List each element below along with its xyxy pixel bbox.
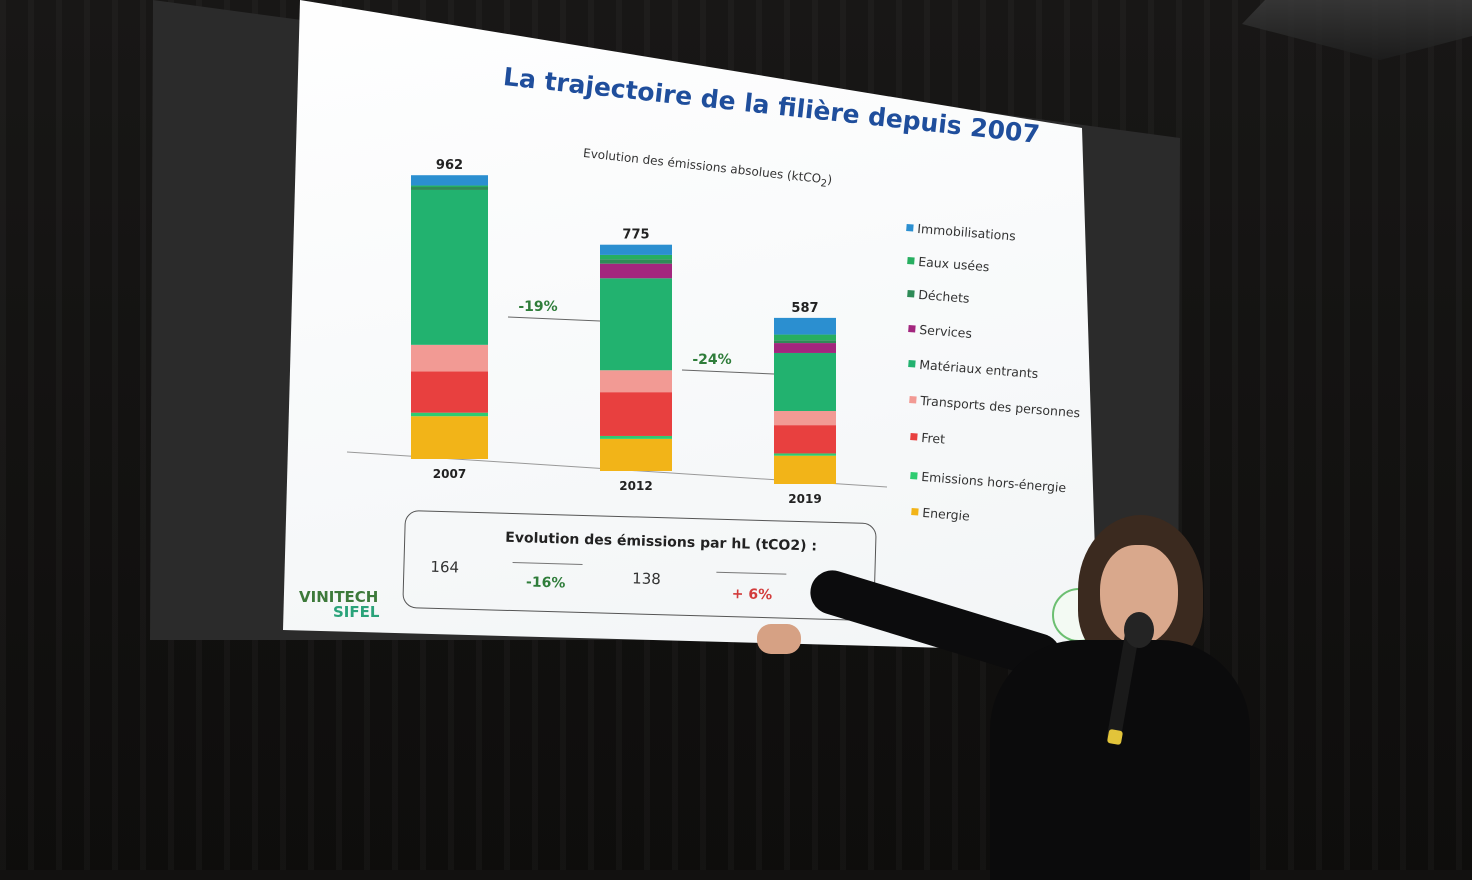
bar-segment: [600, 278, 672, 371]
bar-segment: [600, 263, 672, 279]
legend-swatch: [907, 324, 916, 333]
bar-segment: [600, 435, 672, 439]
legend-swatch: [906, 256, 915, 265]
summary-value-2012: 138: [631, 569, 662, 589]
legend-swatch: [910, 507, 919, 516]
bar-segment: [774, 343, 836, 353]
bar-total-label: 962: [436, 158, 463, 173]
change-percent-label: -24%: [692, 352, 731, 368]
bar-segment: [774, 334, 836, 341]
summary-value-2007: 164: [430, 557, 460, 577]
bar-segment: [774, 425, 836, 454]
bar-total-label: 587: [791, 301, 818, 316]
bar-segment: [600, 254, 672, 260]
legend-swatch: [906, 223, 914, 232]
legend-item: Fret: [909, 429, 945, 447]
bar-segment: [774, 317, 836, 335]
summary-title: Evolution des émissions par hL (tCO2) :: [505, 529, 818, 555]
bar-segment: [600, 259, 672, 264]
summary-box: Evolution des émissions par hL (tCO2) : …: [402, 510, 877, 622]
summary-change-1: -16%: [525, 574, 566, 592]
bar-segment: [411, 189, 488, 345]
bar-segment: [600, 392, 672, 436]
microphone-head: [1124, 612, 1154, 648]
bar-segment: [411, 187, 488, 190]
bar-segment: [600, 370, 672, 393]
change-percent-label: -19%: [518, 299, 557, 315]
bar-segment: [411, 344, 488, 372]
bar-segment: [411, 371, 488, 413]
bar-segment: [600, 244, 672, 255]
bar-segment: [774, 455, 836, 484]
x-tick-label: 2012: [619, 479, 652, 493]
legend-swatch: [909, 432, 918, 441]
legend-swatch: [909, 395, 917, 404]
summary-divider: [512, 562, 583, 565]
bar-segment: [774, 340, 836, 344]
bar-segment: [411, 412, 488, 417]
legend-swatch: [908, 359, 917, 368]
summary-divider: [716, 571, 787, 575]
change-indicator-line: [681, 369, 775, 375]
bar-total-label: 775: [622, 228, 649, 243]
legend-label: Fret: [920, 429, 946, 447]
x-tick-label: 2019: [788, 492, 821, 506]
legend-swatch: [910, 471, 918, 480]
bar-segment: [774, 453, 836, 456]
presenter-hand: [757, 624, 801, 654]
bar-segment: [411, 175, 488, 186]
bar-segment: [411, 416, 488, 459]
change-indicator-line: [507, 316, 601, 322]
bar-segment: [411, 185, 488, 188]
bar-segment: [774, 352, 836, 411]
x-tick-label: 2007: [433, 467, 466, 481]
microphone-band: [1106, 728, 1124, 746]
legend-swatch: [907, 289, 915, 298]
vinitech-sifel-logo: VINITECH SIFEL: [299, 588, 380, 621]
bar-segment: [600, 438, 672, 471]
bar-segment: [774, 410, 836, 426]
summary-change-2: + 6%: [731, 586, 773, 604]
